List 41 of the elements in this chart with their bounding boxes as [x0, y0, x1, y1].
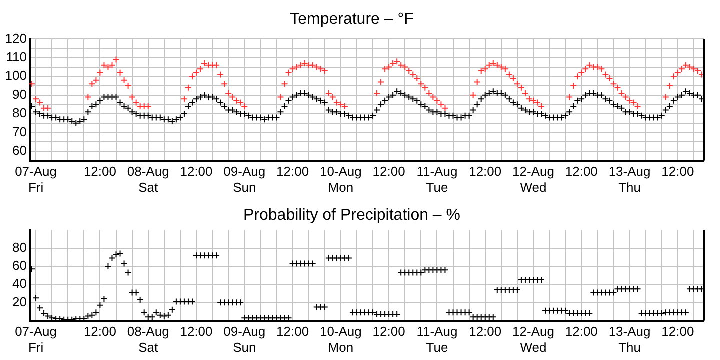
x-tick-label: 12:00: [662, 164, 694, 180]
x-tick-label: 12:00: [276, 164, 310, 180]
y-tick-label: 40: [12, 276, 27, 292]
x-tick-label: 12-Aug Wed: [512, 164, 554, 195]
x-tick-label: 11-Aug Tue: [416, 324, 458, 355]
x-tick-label: 11-Aug Tue: [416, 164, 458, 195]
x-tick-label: 13-Aug Thu: [608, 324, 651, 355]
x-tick-label: 12:00: [372, 324, 406, 340]
y-tick-label: 90: [12, 86, 27, 102]
x-tick-label: 12:00: [276, 324, 310, 340]
y-tick-label: 120: [5, 30, 27, 46]
x-tick-label: 12:00: [565, 164, 598, 180]
y-tick-label: 110: [6, 49, 27, 64]
x-tick-label: 12:00: [84, 324, 116, 340]
x-tick-label: 12:00: [180, 164, 213, 180]
x-tick-label: 08-Aug Sat: [127, 164, 170, 195]
y-tick-label: 60: [12, 258, 27, 274]
x-tick-label: 13-Aug Thu: [608, 164, 651, 195]
y-tick-label: 20: [12, 294, 27, 310]
x-tick-label: 08-Aug Sat: [127, 324, 170, 355]
x-tick-label: 12:00: [180, 324, 213, 340]
x-tick-label: 07-Aug Fri: [15, 324, 57, 355]
x-tick-label: 12:00: [662, 324, 694, 340]
x-tick-label: 12:00: [84, 164, 116, 180]
x-tick-label: 12:00: [565, 324, 598, 340]
y-tick-label: 70: [12, 124, 27, 140]
x-tick-label: 10-Aug Mon: [320, 164, 362, 195]
x-tick-label: 12:00: [469, 324, 502, 340]
y-tick-label: 80: [12, 240, 27, 255]
chart-title: Temperature – °F: [290, 11, 414, 28]
x-tick-label: 12:00: [469, 164, 502, 180]
x-tick-label: 10-Aug Mon: [320, 324, 362, 355]
y-tick-label: 80: [12, 106, 27, 121]
x-tick-label: 12:00: [372, 164, 406, 180]
chart-title: Probability of Precipitation – %: [244, 207, 460, 224]
x-tick-label: 12-Aug Wed: [512, 324, 554, 355]
x-tick-label: 09-Aug Sun: [224, 324, 266, 355]
x-tick-label: 07-Aug Fri: [15, 164, 57, 195]
x-tick-label: 09-Aug Sun: [224, 164, 266, 195]
y-tick-label: 60: [12, 143, 27, 158]
y-tick-label: 100: [5, 68, 27, 84]
